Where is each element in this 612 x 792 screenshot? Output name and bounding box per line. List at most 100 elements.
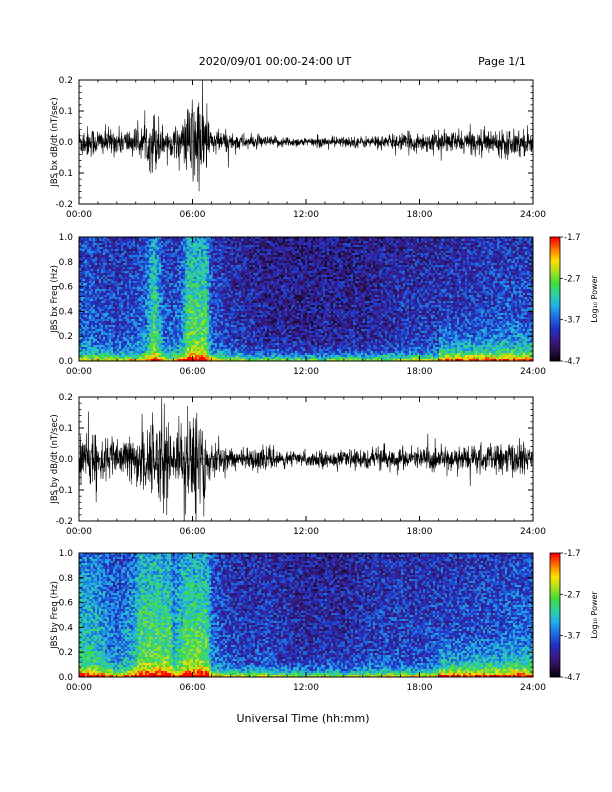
heatmap-cell — [149, 311, 151, 313]
heatmap-cell — [93, 293, 95, 295]
heatmap-cell — [203, 259, 205, 261]
heatmap-cell — [155, 243, 157, 245]
heatmap-cell — [155, 351, 157, 353]
heatmap-cell — [219, 271, 221, 273]
heatmap-cell — [157, 309, 159, 311]
heatmap-cell — [151, 351, 153, 353]
heatmap-cell — [155, 277, 157, 279]
heatmap-cell — [139, 281, 141, 283]
heatmap-cell — [127, 275, 129, 277]
heatmap-cell — [121, 347, 123, 349]
heatmap-cell — [149, 257, 151, 259]
heatmap-cell — [229, 309, 231, 311]
heatmap-cell — [147, 293, 149, 295]
heatmap-cell — [207, 299, 209, 301]
heatmap-cell — [183, 351, 185, 353]
heatmap-cell — [173, 267, 175, 269]
heatmap-cell — [231, 293, 233, 295]
heatmap-cell — [125, 281, 127, 283]
heatmap-cell — [181, 257, 183, 259]
heatmap-cell — [173, 331, 175, 333]
heatmap-cell — [171, 267, 173, 269]
heatmap-cell — [191, 331, 193, 333]
heatmap-cell — [231, 265, 233, 267]
heatmap-cell — [93, 267, 95, 269]
heatmap-cell — [161, 325, 163, 327]
heatmap-cell — [211, 341, 213, 343]
heatmap-cell — [91, 355, 93, 357]
heatmap-cell — [101, 277, 103, 279]
heatmap-cell — [123, 337, 125, 339]
heatmap-cell — [141, 261, 143, 263]
heatmap-cell — [177, 329, 179, 331]
heatmap-cell — [223, 239, 225, 241]
heatmap-cell — [205, 301, 207, 303]
heatmap-cell — [149, 279, 151, 281]
heatmap-cell — [131, 275, 133, 277]
heatmap-cell — [165, 285, 167, 287]
heatmap-cell — [167, 261, 169, 263]
heatmap-cell — [173, 353, 175, 355]
heatmap-cell — [147, 289, 149, 291]
heatmap-cell — [229, 257, 231, 259]
heatmap-cell — [113, 287, 115, 289]
heatmap-cell — [185, 279, 187, 281]
heatmap-cell — [195, 309, 197, 311]
heatmap-cell — [199, 279, 201, 281]
heatmap-cell — [139, 295, 141, 297]
heatmap-cell — [181, 263, 183, 265]
heatmap-cell — [189, 273, 191, 275]
bx-spectrogram-panel: 00:00 06:00 12:00 18:00 24:001.00.80.60.40.2… — [50, 233, 546, 377]
heatmap-cell — [173, 315, 175, 317]
heatmap-cell — [197, 283, 199, 285]
heatmap-cell — [115, 263, 117, 265]
heatmap-cell — [221, 291, 223, 293]
heatmap-cell — [151, 255, 153, 257]
heatmap-cell — [137, 341, 139, 343]
heatmap-cell — [197, 349, 199, 351]
heatmap-cell — [139, 261, 141, 263]
heatmap-cell — [127, 293, 129, 295]
heatmap-cell — [155, 337, 157, 339]
heatmap-cell — [91, 357, 93, 359]
heatmap-cell — [211, 339, 213, 341]
heatmap-cell — [193, 317, 195, 319]
heatmap-cell — [177, 285, 179, 287]
heatmap-cell — [145, 293, 147, 295]
heatmap-cell — [133, 335, 135, 337]
heatmap-cell — [127, 269, 129, 271]
heatmap-cell — [91, 347, 93, 349]
heatmap-cell — [133, 349, 135, 351]
heatmap-cell — [155, 327, 157, 329]
heatmap-cell — [229, 283, 231, 285]
heatmap-cell — [119, 247, 121, 249]
heatmap-cell — [207, 337, 209, 339]
heatmap-cell — [137, 351, 139, 353]
heatmap-cell — [161, 281, 163, 283]
heatmap-cell — [109, 321, 111, 323]
heatmap-cell — [181, 241, 183, 243]
heatmap-cell — [151, 353, 153, 355]
heatmap-cell — [85, 345, 87, 347]
heatmap-cell — [89, 335, 91, 337]
heatmap-cell — [201, 327, 203, 329]
heatmap-cell — [169, 287, 171, 289]
heatmap-cell — [129, 357, 131, 359]
heatmap-cell — [151, 311, 153, 313]
heatmap-cell — [131, 249, 133, 251]
heatmap-cell — [139, 303, 141, 305]
heatmap-cell — [137, 301, 139, 303]
heatmap-cell — [227, 261, 229, 263]
heatmap-cell — [87, 255, 89, 257]
heatmap-cell — [95, 319, 97, 321]
heatmap-cell — [175, 305, 177, 307]
heatmap-cell — [151, 263, 153, 265]
heatmap-cell — [149, 273, 151, 275]
heatmap-cell — [99, 355, 101, 357]
heatmap-cell — [211, 267, 213, 269]
heatmap-cell — [91, 261, 93, 263]
heatmap-cell — [129, 303, 131, 305]
heatmap-cell — [97, 317, 99, 319]
heatmap-cell — [173, 333, 175, 335]
heatmap-cell — [157, 283, 159, 285]
